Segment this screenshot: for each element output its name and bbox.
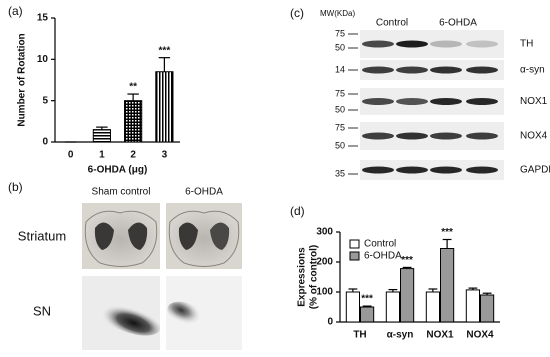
blot-band <box>430 98 462 105</box>
histology-images <box>82 203 242 350</box>
blot-band <box>466 66 498 74</box>
y-tick-label: 0 <box>327 317 333 328</box>
x-tick-label: 2 <box>130 150 136 161</box>
x-tick-label: NOX1 <box>426 330 454 341</box>
protein-label: α-syn <box>520 65 545 76</box>
x-tick-label: TH <box>353 330 366 341</box>
protein-label: TH <box>520 39 533 50</box>
mw-label: 75 <box>335 122 345 132</box>
blot-band <box>362 132 394 140</box>
blot-band <box>466 132 498 140</box>
legend-swatch <box>349 251 360 261</box>
blot-band <box>430 132 462 140</box>
y-tick-label: 300 <box>316 227 333 238</box>
y-tick-label: 0 <box>42 137 48 148</box>
legend-swatch <box>349 239 360 249</box>
bar <box>400 268 415 323</box>
mw-label: 14 <box>335 64 345 74</box>
bar <box>92 129 111 143</box>
bar <box>155 71 174 143</box>
bar <box>425 291 440 323</box>
blot-band <box>362 40 394 48</box>
blot-band <box>362 98 394 105</box>
significance: ** <box>129 82 137 93</box>
blot-band <box>430 166 462 174</box>
bar <box>360 306 375 323</box>
bar <box>480 294 495 323</box>
x-tick-label: 3 <box>162 150 168 161</box>
protein-label: NOX4 <box>520 131 548 142</box>
bar <box>124 100 143 143</box>
y-tick-label: 200 <box>316 257 333 268</box>
mw-label: 35 <box>335 168 345 178</box>
bar <box>385 291 400 323</box>
y-tick-label: 100 <box>316 287 333 298</box>
group-label: Control <box>376 18 408 29</box>
mw-header: MW(KDa) <box>320 9 355 18</box>
mw-label: 50 <box>335 42 345 52</box>
row-label: Striatum <box>18 228 66 243</box>
significance: *** <box>361 294 373 305</box>
blot-band <box>430 66 462 74</box>
blot-band <box>466 40 498 48</box>
y-axis-title: Number of Rotation <box>17 33 28 126</box>
blot-band <box>396 40 428 48</box>
legend-label: Control <box>364 239 396 250</box>
protein-label: NOX1 <box>520 96 548 107</box>
mw-label: 75 <box>335 28 345 38</box>
bar <box>465 289 480 323</box>
mw-label: 50 <box>335 104 345 114</box>
y-axis-title: (% of control) <box>309 245 320 309</box>
panel-label: (d) <box>290 204 305 218</box>
bar <box>345 291 360 323</box>
column-label: 6-OHDA <box>185 187 223 198</box>
panel-label: (a) <box>8 4 23 18</box>
blot-band <box>466 98 498 105</box>
blot-band <box>396 66 428 74</box>
blot-band <box>362 166 394 174</box>
y-tick-label: 15 <box>37 13 49 24</box>
blot-band <box>466 166 498 174</box>
bar <box>440 248 455 323</box>
significance: *** <box>159 45 171 56</box>
x-tick-label: NOX4 <box>466 330 494 341</box>
significance: *** <box>401 255 413 266</box>
panel-label: (c) <box>290 6 304 20</box>
mw-label: 75 <box>335 88 345 98</box>
y-tick-label: 10 <box>37 54 49 65</box>
column-label: Sham control <box>92 187 151 198</box>
row-label: SN <box>33 303 51 318</box>
significance: *** <box>441 227 453 238</box>
blot-band <box>396 132 428 140</box>
x-tick-label: α-syn <box>387 330 414 341</box>
x-tick-label: 1 <box>99 150 105 161</box>
y-axis-title: Expressions <box>297 247 308 307</box>
blot-band <box>396 166 428 174</box>
blot-band <box>396 98 428 105</box>
y-tick-label: 5 <box>42 95 48 106</box>
panel-label: (b) <box>8 180 23 194</box>
protein-label: GAPDH <box>520 165 550 176</box>
blot-band <box>430 40 462 48</box>
x-axis-title: 6-OHDA (μg) <box>88 165 148 176</box>
group-label: 6-OHDA <box>439 18 477 29</box>
x-tick-label: 0 <box>68 150 74 161</box>
mw-label: 50 <box>335 140 345 150</box>
blot-band <box>362 66 394 74</box>
legend-label: 6-OHDA <box>364 251 402 262</box>
